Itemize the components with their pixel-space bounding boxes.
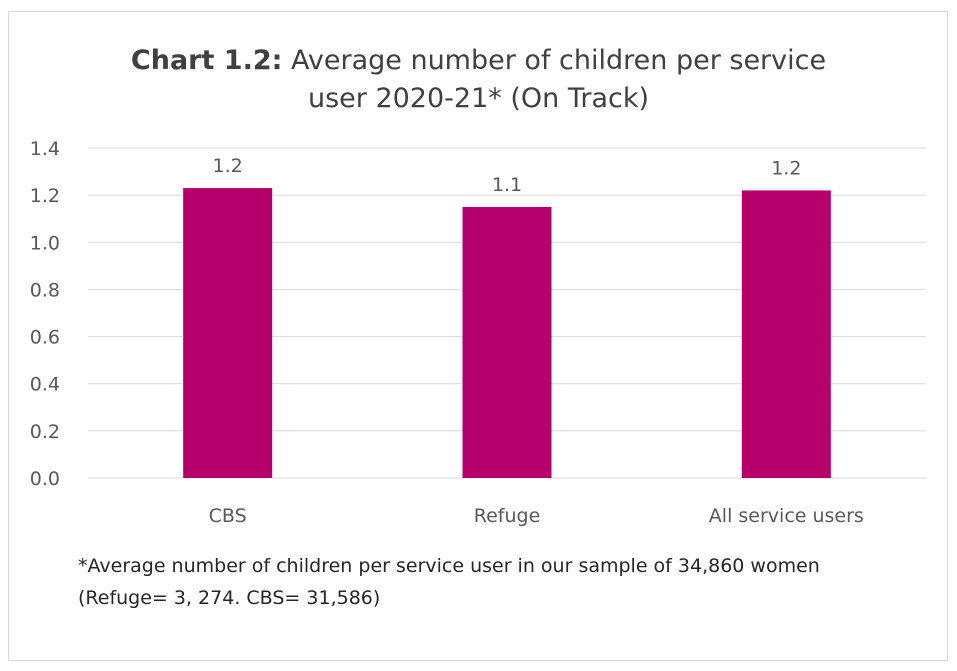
chart-title-line-2: user 2020-21* (On Track) <box>307 83 650 114</box>
data-label: 1.1 <box>492 174 522 196</box>
y-axis-tick-labels: 0.0 0.2 0.4 0.6 0.8 1.0 1.2 1.4 <box>30 138 60 490</box>
chart-title: Chart 1.2: Average number of children pe… <box>0 42 957 118</box>
chart-title-line-1: Chart 1.2: Average number of children pe… <box>0 42 957 80</box>
y-tick-label: 1.0 <box>30 232 60 254</box>
y-tick-label: 0.0 <box>30 468 60 490</box>
x-tick-label: Refuge <box>474 505 541 527</box>
x-tick-label: CBS <box>209 505 247 527</box>
footnote: *Average number of children per service … <box>78 550 948 614</box>
data-labels: 1.2 1.1 1.2 <box>213 155 802 196</box>
chart-title-bold: Chart 1.2: <box>130 45 283 76</box>
y-tick-label: 0.2 <box>30 421 60 443</box>
bar <box>741 190 831 478</box>
y-tick-label: 1.2 <box>30 185 60 207</box>
data-label: 1.2 <box>771 157 801 179</box>
bar <box>462 206 552 478</box>
bars <box>183 188 831 479</box>
footnote-line-1: *Average number of children per service … <box>78 555 820 577</box>
chart-title-rest: Average number of children per service <box>282 45 827 76</box>
y-tick-label: 0.4 <box>30 374 60 396</box>
y-tick-label: 0.6 <box>30 327 60 349</box>
data-label: 1.2 <box>213 155 243 177</box>
bar <box>183 188 273 479</box>
y-tick-label: 0.8 <box>30 279 60 301</box>
y-tick-label: 1.4 <box>30 138 60 160</box>
footnote-line-2: (Refuge= 3, 274. CBS= 31,586) <box>78 587 381 609</box>
x-tick-label: All service users <box>709 505 864 527</box>
x-axis-category-labels: CBS Refuge All service users <box>209 505 864 527</box>
